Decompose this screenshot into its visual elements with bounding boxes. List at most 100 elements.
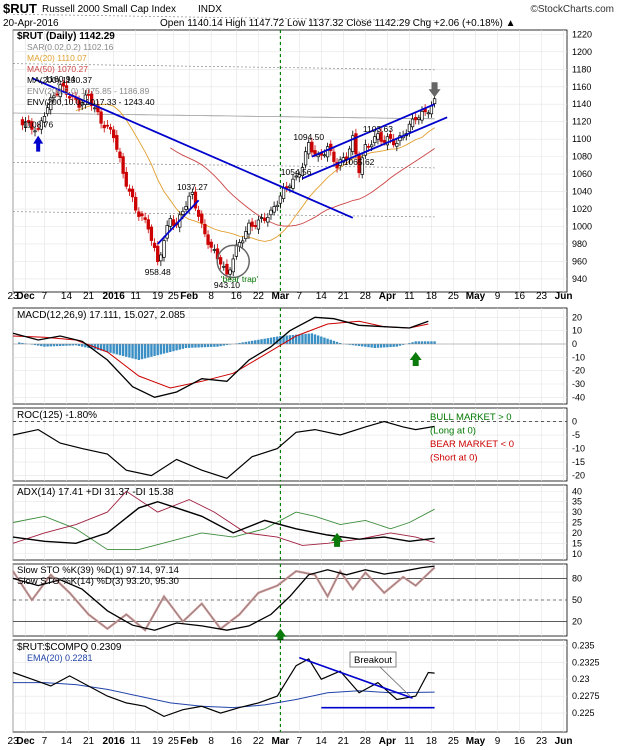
macd-histogram-bar <box>52 344 56 347</box>
candle-body <box>162 240 166 258</box>
stoch39-line <box>12 565 435 631</box>
y-tick-label: 0 <box>572 339 577 349</box>
x-tick-label: 28 <box>360 291 372 302</box>
y-tick-label: 980 <box>572 239 587 249</box>
macd-histogram-bar <box>263 338 266 344</box>
brand-logo: ©StockCharts.com <box>530 4 614 15</box>
candle-body <box>130 188 135 198</box>
x-tick-label: 7 <box>42 291 48 302</box>
macd-histogram-bar <box>213 344 216 347</box>
y-tick-label: 0.23 <box>572 674 590 684</box>
macd-histogram-bar <box>326 338 329 344</box>
macd-histogram-bar <box>307 333 310 344</box>
macd-histogram-bar <box>247 341 251 344</box>
candle-body <box>190 191 194 195</box>
macd-histogram-bar <box>49 344 52 347</box>
candle-body <box>322 154 327 157</box>
stoch14-d-line <box>12 567 435 631</box>
macd-histogram-bar <box>379 344 383 348</box>
y-tick-label: 1020 <box>572 204 592 214</box>
macd-histogram-bar <box>74 344 78 346</box>
bear-trap-circle <box>216 244 250 279</box>
x-tick-label: May <box>466 291 486 302</box>
x-tick-label: 14 <box>316 291 328 302</box>
macd-histogram-bar <box>420 341 424 344</box>
macd-histogram-bar <box>294 334 298 344</box>
y-tick-label: 1080 <box>572 152 592 162</box>
candle-body <box>225 263 229 275</box>
macd-histogram-bar <box>125 344 128 357</box>
candle-body <box>426 112 430 115</box>
candle-body <box>171 219 176 226</box>
trendline <box>302 116 448 180</box>
y-tick-label: 0.2275 <box>572 691 600 701</box>
x-tick-label: 11 <box>131 291 142 302</box>
macd-histogram-bar <box>285 335 288 344</box>
macd-histogram-bar <box>65 344 68 346</box>
candle-body <box>222 265 226 268</box>
macd-histogram-bar <box>241 342 244 344</box>
x-tick-label: 11 <box>404 291 415 302</box>
y-tick-label: 1060 <box>572 169 592 179</box>
y-tick-label: 1120 <box>572 117 591 127</box>
macd-histogram-bar <box>430 341 433 344</box>
macd-histogram-bar <box>118 344 122 356</box>
candle-body <box>212 249 216 251</box>
candle-body <box>379 132 383 142</box>
candle-body <box>61 82 65 87</box>
macd-histogram-bar <box>417 341 421 344</box>
candle-body <box>360 157 364 175</box>
price-annotation: 'bear trap' <box>221 274 259 284</box>
candle-body <box>429 105 434 115</box>
candle-body <box>159 254 163 262</box>
y-tick-label: 30 <box>572 507 582 517</box>
y-tick-label: -30 <box>572 379 585 389</box>
macd-histogram-bar <box>361 344 364 347</box>
candle-body <box>231 258 235 273</box>
candle-body <box>206 234 210 245</box>
macd-histogram-bar <box>77 344 81 346</box>
candle-body <box>181 210 185 215</box>
x-tick-label: 21 <box>338 291 350 302</box>
ratio-line <box>12 658 435 718</box>
macd-histogram-bar <box>96 344 100 350</box>
candle-body <box>407 123 412 133</box>
candle-body <box>218 257 223 265</box>
macd-histogram-bar <box>423 341 427 344</box>
price-annotation: 1160.94 <box>45 74 75 84</box>
x-tick-label: 22 <box>253 291 265 302</box>
x-tick-label: 8 <box>208 291 214 302</box>
macd-histogram-bar <box>269 337 273 344</box>
macd-histogram-bar <box>272 337 276 344</box>
y-tick-label: 1200 <box>572 47 592 57</box>
roc-annotation: BULL MARKET > 0 <box>430 412 512 423</box>
y-tick-label: 0.2325 <box>572 657 600 667</box>
x-tick-label: 2016 <box>103 736 126 747</box>
panel-frame <box>12 407 568 482</box>
candle-body <box>193 191 198 209</box>
roc-panel-title: ROC(125) -1.80% <box>17 410 97 421</box>
macd-histogram-bar <box>304 333 307 344</box>
macd-histogram-bar <box>200 344 203 348</box>
macd-histogram-bar <box>159 344 163 355</box>
candle-body <box>370 144 374 148</box>
candle-body <box>266 216 270 223</box>
candle-body <box>99 111 103 124</box>
macd-histogram-bar <box>121 344 125 356</box>
macd-histogram-bar <box>427 341 430 344</box>
candle-body <box>366 145 371 148</box>
price-panel-title: $RUT (Daily) 1142.29 <box>17 31 115 42</box>
macd-histogram-bar <box>106 344 109 352</box>
candle-body <box>42 115 47 123</box>
candle-body <box>149 226 154 241</box>
macd-histogram-bar <box>411 342 414 344</box>
candle-body <box>143 217 147 220</box>
macd-histogram-bar <box>134 344 137 360</box>
macd-histogram-bar <box>310 333 314 344</box>
macd-histogram-bar <box>21 342 24 344</box>
ratio-panel-title: $RUT:$COMPQ 0.2309 <box>17 642 122 653</box>
candle-body <box>300 167 305 177</box>
candle-body <box>209 241 213 248</box>
y-tick-label: 960 <box>572 256 587 266</box>
